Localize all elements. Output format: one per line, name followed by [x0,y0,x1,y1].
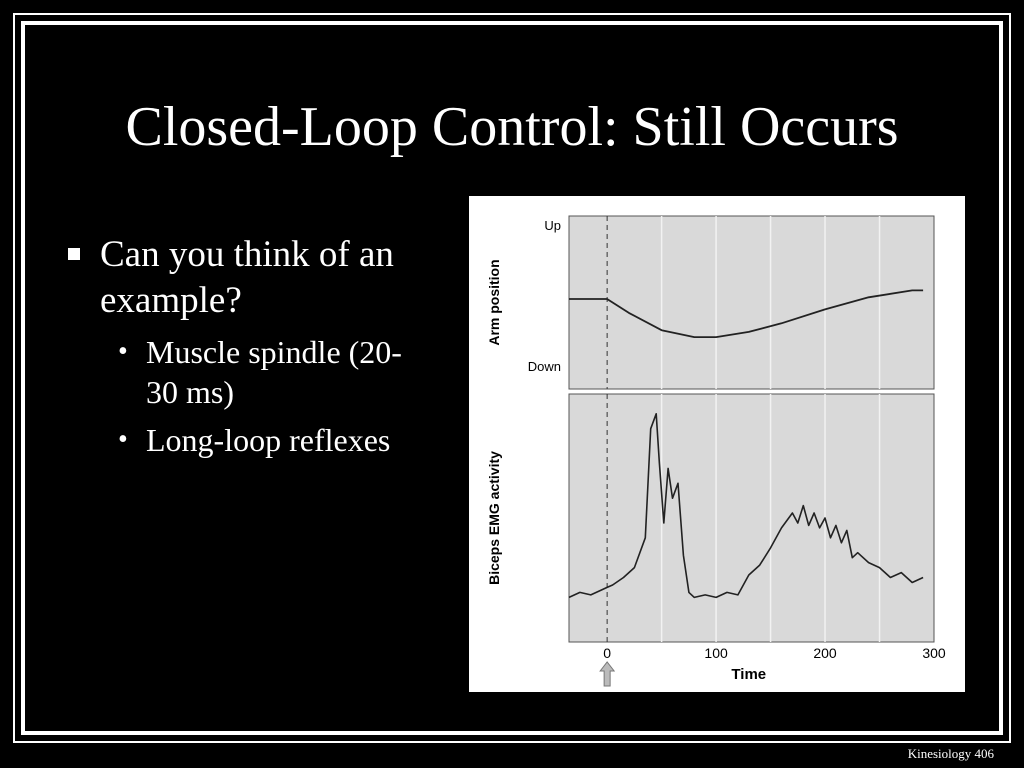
y-axis-label: Arm position [486,259,502,345]
y-axis-label: Biceps EMG activity [486,451,502,585]
bullet-text: Can you think of an example? [100,234,394,321]
stimulus-arrow-icon [599,661,616,687]
slide-footer: Kinesiology 406 [907,746,994,761]
x-axis-label: Time [731,666,766,683]
slide-frame-outer [13,13,1011,743]
sub-bullet-text: Muscle spindle (20-30 ms) [146,334,402,410]
square-bullet-icon [68,248,80,260]
sub-bullet-text: Long-loop reflexes [146,422,391,458]
bullet-list: Can you think of an example? • Muscle sp… [60,232,430,460]
x-tick-label: 100 [704,645,728,661]
round-bullet-icon: • [118,424,128,455]
sub-bullet-item: • Long-loop reflexes [60,420,430,460]
round-bullet-icon: • [118,336,128,367]
slide-title: Closed-Loop Control: Still Occurs [125,96,899,158]
x-tick-label: 300 [922,645,946,661]
figure-panel: Arm position Biceps EMG activity Up Down 0 10… [469,196,965,692]
series-line [569,289,924,339]
slide-frame-inner [21,21,1003,735]
y-tick-label-up: Up [544,218,561,233]
plot-area [568,393,935,643]
y-tick-label-down: Down [528,359,561,374]
series-line [568,413,924,599]
bullet-item: Can you think of an example? [60,232,430,324]
plot-area [568,215,935,390]
x-tick-label: 0 [603,645,611,661]
chart-svg: Arm position Biceps EMG activity Up Down 0 10… [486,215,946,687]
x-tick-label: 200 [813,645,837,661]
sub-bullet-item: • Muscle spindle (20-30 ms) [60,332,430,412]
